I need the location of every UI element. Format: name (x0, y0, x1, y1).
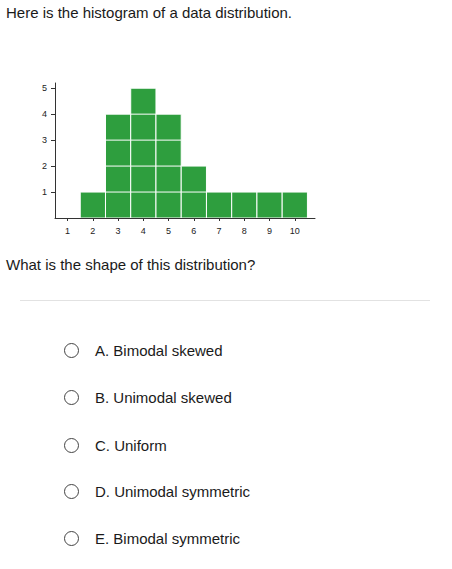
svg-text:5: 5 (42, 83, 47, 93)
svg-text:5: 5 (166, 226, 171, 236)
html-text:B. Unimodal skewed: B. Unimodal skewed (95, 389, 232, 406)
html-text:D. Unimodal symmetric: D. Unimodal symmetric (95, 483, 250, 500)
svg-text:3: 3 (116, 226, 121, 236)
html-text:C. Uniform: C. Uniform (95, 437, 167, 454)
svg-text:10: 10 (290, 226, 300, 236)
svg-text:7: 7 (217, 226, 222, 236)
html-text:A. Bimodal skewed: A. Bimodal skewed (95, 342, 223, 359)
html-text:Here is the histogram of a dat: Here is the histogram of a data distribu… (6, 4, 292, 21)
svg-text:9: 9 (267, 226, 272, 236)
svg-text:2: 2 (90, 226, 95, 236)
svg-text:2: 2 (42, 161, 47, 171)
html-text:E. Bimodal symmetric: E. Bimodal symmetric (95, 530, 240, 547)
svg-text:4: 4 (141, 226, 146, 236)
svg-text:4: 4 (42, 109, 47, 119)
html-text:What is the shape of this dist: What is the shape of this distribution? (6, 256, 256, 273)
svg-text:1: 1 (65, 226, 70, 236)
svg-text:8: 8 (242, 226, 247, 236)
svg-text:1: 1 (42, 187, 47, 197)
svg-text:6: 6 (191, 226, 196, 236)
svg-text:3: 3 (42, 135, 47, 145)
